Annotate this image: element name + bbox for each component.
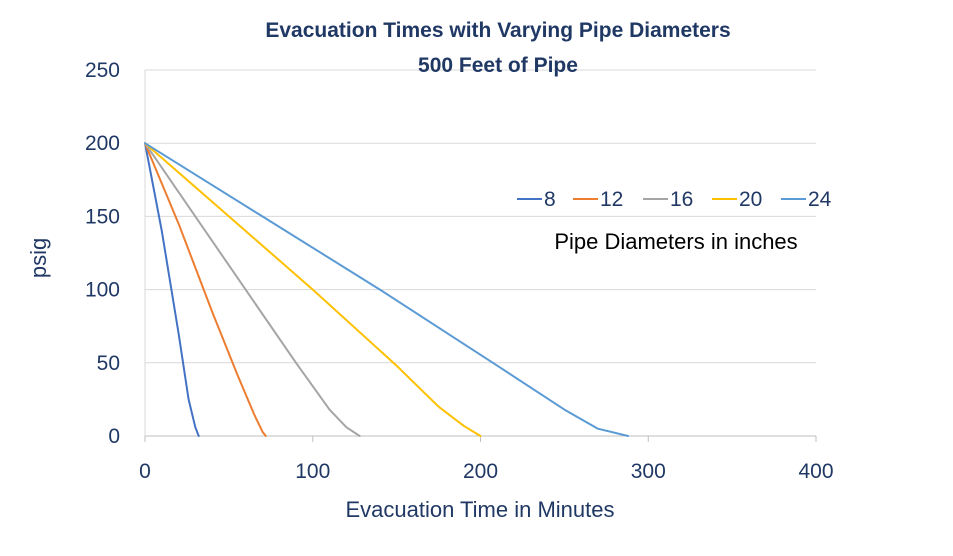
series-line-24 [144,142,630,437]
x-tick-label: 300 [631,460,666,483]
x-tick-label: 400 [798,460,833,483]
legend: 8 12 16 20 24 [517,188,832,211]
y-tick-label: 250 [85,59,120,82]
x-tick-labels: 0 100 200 300 400 [139,460,833,483]
y-axis-title: psig [26,238,51,278]
y-tick-label: 0 [108,425,120,448]
series-line-16 [144,142,361,437]
legend-annotation: Pipe Diameters in inches [554,229,797,254]
x-tick-label: 200 [463,460,498,483]
legend-label-8: 8 [544,188,556,211]
legend-label-24: 24 [808,188,832,211]
y-tick-label: 100 [85,279,120,302]
chart-title: Evacuation Times with Varying Pipe Diame… [265,19,730,42]
chart-subtitle: 500 Feet of Pipe [418,54,578,77]
y-tick-label: 150 [85,205,120,228]
series-line-12 [144,142,267,437]
series-line-20 [144,142,482,437]
series-lines [144,142,630,437]
x-tick-label: 100 [295,460,330,483]
axes [144,70,817,442]
legend-label-20: 20 [739,188,762,211]
legend-label-12: 12 [600,188,623,211]
y-tick-labels: 0 50 100 150 200 250 [85,59,120,448]
y-tick-label: 200 [85,132,120,155]
x-tick-label: 0 [139,460,151,483]
series-line-8 [144,142,200,437]
gridlines [145,69,816,364]
x-axis-title: Evacuation Time in Minutes [345,497,614,522]
legend-label-16: 16 [670,188,693,211]
y-tick-label: 50 [97,352,120,375]
